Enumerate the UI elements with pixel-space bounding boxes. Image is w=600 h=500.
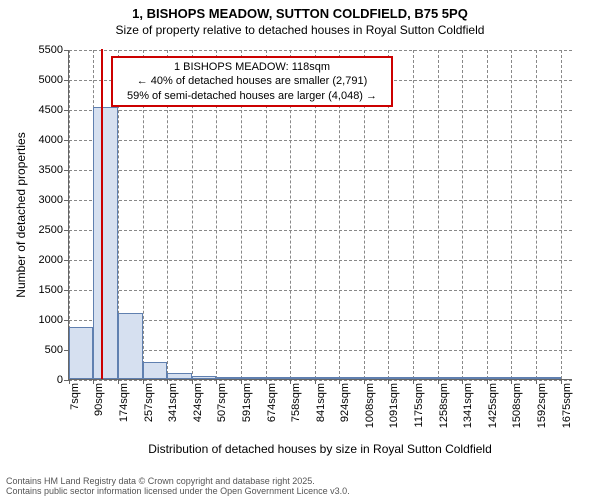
gridline-h xyxy=(69,50,572,51)
annotation-line: 1 BISHOPS MEADOW: 118sqm xyxy=(119,60,385,74)
gridline-h xyxy=(69,140,572,141)
ytick-label: 4500 xyxy=(39,104,69,116)
gridline-h xyxy=(69,200,572,201)
gridline-h xyxy=(69,170,572,171)
xtick-label: 90sqm xyxy=(93,379,105,416)
ytick-label: 3000 xyxy=(39,194,69,206)
x-axis-label: Distribution of detached houses by size … xyxy=(68,442,572,456)
xtick-label: 257sqm xyxy=(143,379,155,422)
ytick-label: 5500 xyxy=(39,44,69,56)
histogram-bar xyxy=(118,313,142,379)
histogram-bar xyxy=(266,377,290,379)
gridline-v xyxy=(536,50,537,379)
histogram-bar xyxy=(69,327,93,379)
chart-container: 1, BISHOPS MEADOW, SUTTON COLDFIELD, B75… xyxy=(0,0,600,500)
histogram-bar xyxy=(487,377,511,379)
ytick-label: 3500 xyxy=(39,164,69,176)
ytick-label: 2500 xyxy=(39,224,69,236)
ytick-label: 4000 xyxy=(39,134,69,146)
annotation-line: 59% of semi-detached houses are larger (… xyxy=(119,89,385,103)
gridline-h xyxy=(69,230,572,231)
gridline-v xyxy=(487,50,488,379)
histogram-bar xyxy=(462,377,486,379)
xtick-label: 758sqm xyxy=(290,379,302,422)
xtick-label: 1508sqm xyxy=(511,379,523,428)
xtick-label: 1008sqm xyxy=(364,379,376,428)
histogram-bar xyxy=(167,373,191,379)
gridline-v xyxy=(462,50,463,379)
histogram-bar xyxy=(536,377,560,379)
chart-title: 1, BISHOPS MEADOW, SUTTON COLDFIELD, B75… xyxy=(0,0,600,21)
gridline-h xyxy=(69,350,572,351)
xtick-label: 424sqm xyxy=(192,379,204,422)
ytick-label: 0 xyxy=(57,374,69,386)
gridline-h xyxy=(69,260,572,261)
histogram-bar xyxy=(192,376,216,379)
gridline-h xyxy=(69,320,572,321)
xtick-label: 7sqm xyxy=(69,379,81,410)
xtick-label: 1592sqm xyxy=(536,379,548,428)
highlight-line xyxy=(101,49,103,379)
histogram-bar xyxy=(290,377,314,379)
xtick-label: 1675sqm xyxy=(561,379,573,428)
histogram-bar xyxy=(216,377,240,379)
histogram-bar xyxy=(364,377,388,379)
histogram-bar xyxy=(438,377,462,379)
gridline-v xyxy=(561,50,562,379)
footer-line2: Contains public sector information licen… xyxy=(6,486,350,496)
ytick-label: 1500 xyxy=(39,284,69,296)
ytick-label: 1000 xyxy=(39,314,69,326)
histogram-bar xyxy=(241,377,265,379)
ytick-label: 500 xyxy=(45,344,69,356)
footer-attribution: Contains HM Land Registry data © Crown c… xyxy=(6,476,350,496)
xtick-label: 924sqm xyxy=(339,379,351,422)
annotation-line: ← 40% of detached houses are smaller (2,… xyxy=(119,74,385,88)
xtick-label: 674sqm xyxy=(266,379,278,422)
xtick-label: 174sqm xyxy=(118,379,130,422)
gridline-v xyxy=(413,50,414,379)
xtick-label: 341sqm xyxy=(167,379,179,422)
xtick-label: 591sqm xyxy=(241,379,253,422)
xtick-label: 1175sqm xyxy=(413,379,425,427)
gridline-h xyxy=(69,110,572,111)
xtick-label: 507sqm xyxy=(216,379,228,422)
ytick-label: 2000 xyxy=(39,254,69,266)
ytick-label: 5000 xyxy=(39,74,69,86)
xtick-label: 1258sqm xyxy=(438,379,450,428)
plot-region: 0500100015002000250030003500400045005000… xyxy=(68,50,572,380)
xtick-label: 1091sqm xyxy=(388,379,400,428)
histogram-bar xyxy=(339,377,363,379)
gridline-h xyxy=(69,290,572,291)
gridline-v xyxy=(438,50,439,379)
histogram-bar xyxy=(511,377,535,379)
histogram-bar xyxy=(413,377,437,379)
annotation-box: 1 BISHOPS MEADOW: 118sqm← 40% of detache… xyxy=(111,56,393,107)
xtick-label: 841sqm xyxy=(315,379,327,422)
xtick-label: 1425sqm xyxy=(487,379,499,428)
histogram-bar xyxy=(143,362,167,379)
xtick-label: 1341sqm xyxy=(462,379,474,428)
chart-subtitle: Size of property relative to detached ho… xyxy=(0,21,600,37)
y-axis-label: Number of detached properties xyxy=(14,132,28,297)
footer-line1: Contains HM Land Registry data © Crown c… xyxy=(6,476,350,486)
histogram-bar xyxy=(388,377,412,379)
histogram-bar xyxy=(93,107,117,379)
histogram-bar xyxy=(315,377,339,379)
gridline-v xyxy=(511,50,512,379)
chart-plot-area: 0500100015002000250030003500400045005000… xyxy=(68,50,572,380)
